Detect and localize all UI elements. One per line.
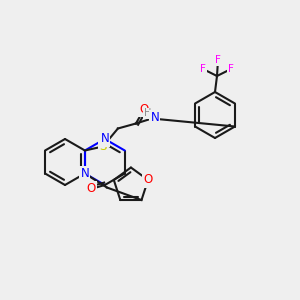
Text: O: O	[139, 103, 148, 116]
Text: H: H	[144, 109, 152, 118]
Text: F: F	[215, 55, 221, 65]
Text: N: N	[100, 133, 109, 146]
Text: O: O	[86, 182, 95, 196]
Text: N: N	[151, 111, 159, 124]
Text: S: S	[99, 140, 106, 153]
Text: N: N	[80, 167, 89, 180]
Text: O: O	[143, 173, 153, 186]
Text: F: F	[200, 64, 206, 74]
Text: F: F	[228, 64, 234, 74]
